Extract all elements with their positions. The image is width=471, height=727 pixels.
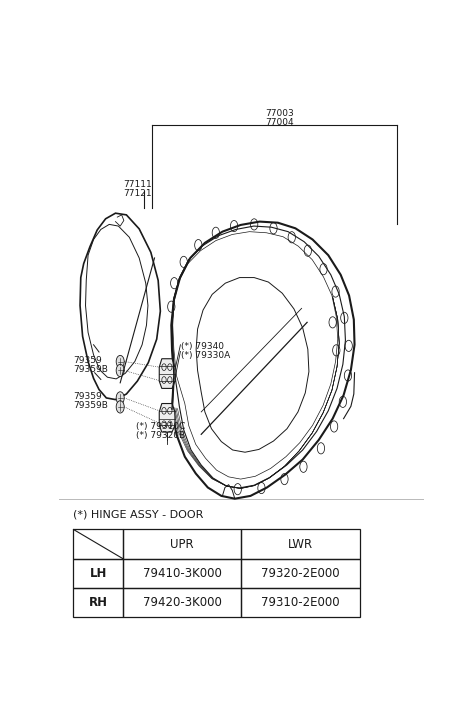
Text: 79410-3K000: 79410-3K000 [143,566,221,579]
Text: RH: RH [89,595,107,608]
Text: 79359: 79359 [73,356,102,365]
Text: 79310-2E000: 79310-2E000 [261,595,340,608]
Circle shape [116,401,124,413]
Bar [73,529,123,558]
Text: 79359: 79359 [73,393,102,401]
Text: 79359B: 79359B [73,401,108,410]
Bar [123,529,241,558]
Circle shape [116,392,124,404]
Text: 77111: 77111 [123,180,152,188]
Bar [73,587,123,616]
Text: 79420-3K000: 79420-3K000 [143,595,221,608]
Text: 77004: 77004 [265,118,294,127]
Text: 77121: 77121 [123,188,151,198]
Polygon shape [159,403,175,432]
Text: (*) HINGE ASSY - DOOR: (*) HINGE ASSY - DOOR [73,510,204,520]
Text: (*) 79330A: (*) 79330A [181,351,230,360]
Bar [73,558,123,587]
Bar [242,529,360,558]
Text: (*) 79310C: (*) 79310C [136,422,185,431]
Text: UPR: UPR [170,537,194,550]
Text: 79359B: 79359B [73,365,108,374]
Text: (*) 79320B: (*) 79320B [136,431,185,440]
Text: LH: LH [89,566,107,579]
Text: 77003: 77003 [265,108,294,118]
Bar [123,587,241,616]
Bar [242,587,360,616]
Text: 79320-2E000: 79320-2E000 [261,566,340,579]
Polygon shape [159,358,175,388]
Text: LWR: LWR [288,537,313,550]
Circle shape [116,364,124,377]
Circle shape [116,356,124,368]
Bar [123,558,241,587]
Bar [242,558,360,587]
Text: (*) 79340: (*) 79340 [181,342,224,351]
